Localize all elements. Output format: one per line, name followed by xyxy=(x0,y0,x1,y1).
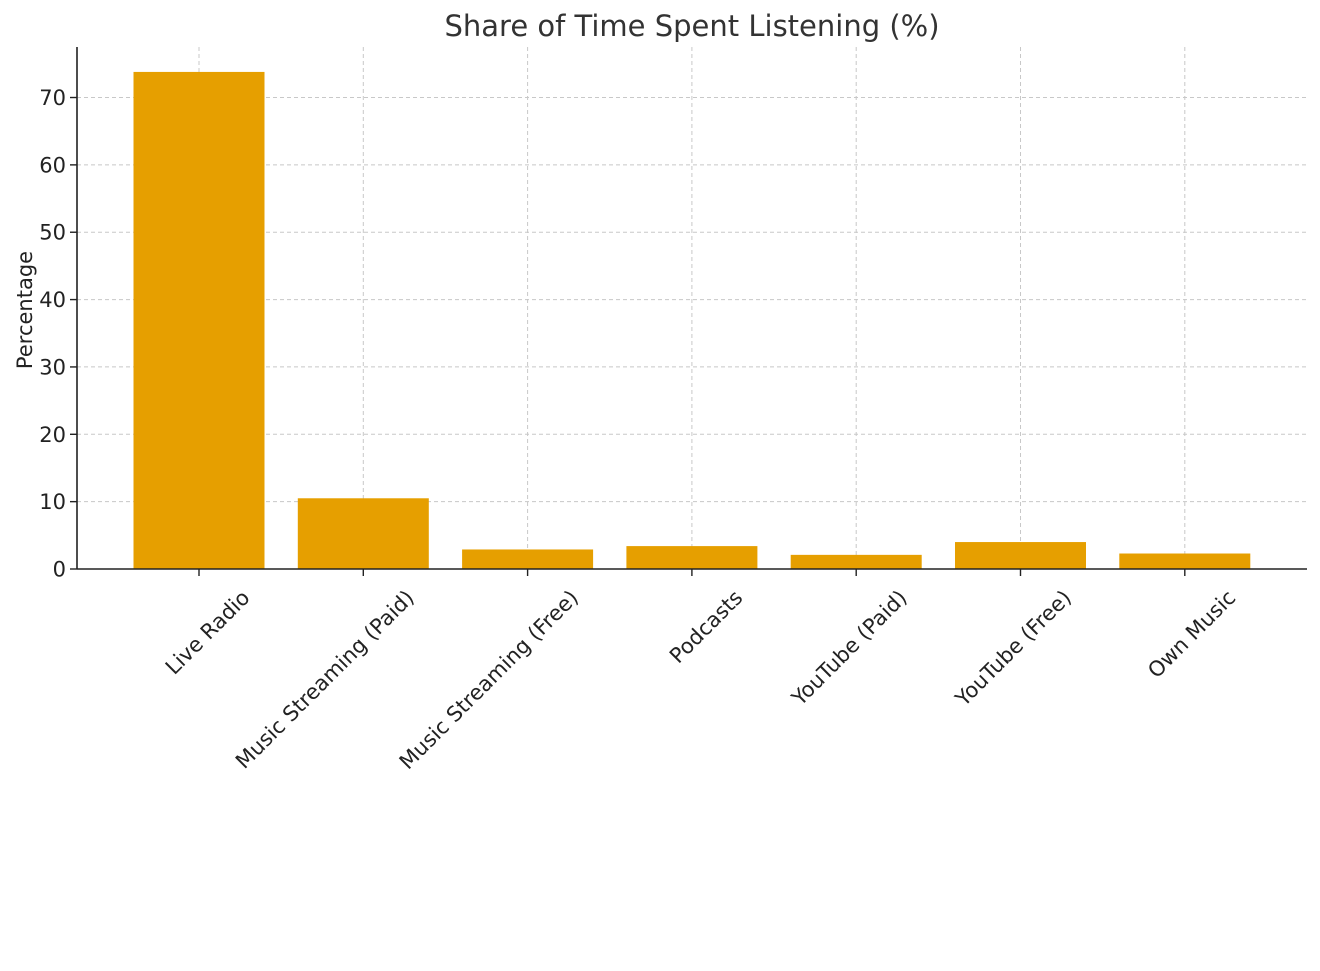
x-tick-label: Music Streaming (Free) xyxy=(395,586,583,774)
bar-layer xyxy=(133,71,1251,569)
axis-layer xyxy=(70,47,1307,576)
x-tick-label: Podcasts xyxy=(665,586,747,668)
bar xyxy=(790,554,922,569)
y-tick-label: 40 xyxy=(39,288,66,312)
x-tick-label: Live Radio xyxy=(161,586,255,680)
y-tick-label: 50 xyxy=(39,221,66,245)
bar xyxy=(133,71,265,569)
x-tick-label: Own Music xyxy=(1143,586,1240,683)
y-tick-label: 20 xyxy=(39,423,66,447)
bar xyxy=(462,549,594,569)
y-tick-label: 0 xyxy=(53,558,66,582)
y-tick-label: 10 xyxy=(39,490,66,514)
bar xyxy=(626,546,758,569)
y-axis-label: Percentage xyxy=(13,251,37,369)
bar xyxy=(955,542,1086,569)
x-tick-label: YouTube (Paid) xyxy=(786,586,911,711)
chart-title: Share of Time Spent Listening (%) xyxy=(444,9,939,43)
bar xyxy=(1119,553,1251,569)
y-tick-label: 70 xyxy=(39,86,66,110)
bar xyxy=(297,498,429,569)
x-tick-label: YouTube (Free) xyxy=(950,586,1076,712)
y-tick-label: 30 xyxy=(39,355,66,379)
x-tick-label: Music Streaming (Paid) xyxy=(231,586,419,774)
y-tick-label: 60 xyxy=(39,153,66,177)
